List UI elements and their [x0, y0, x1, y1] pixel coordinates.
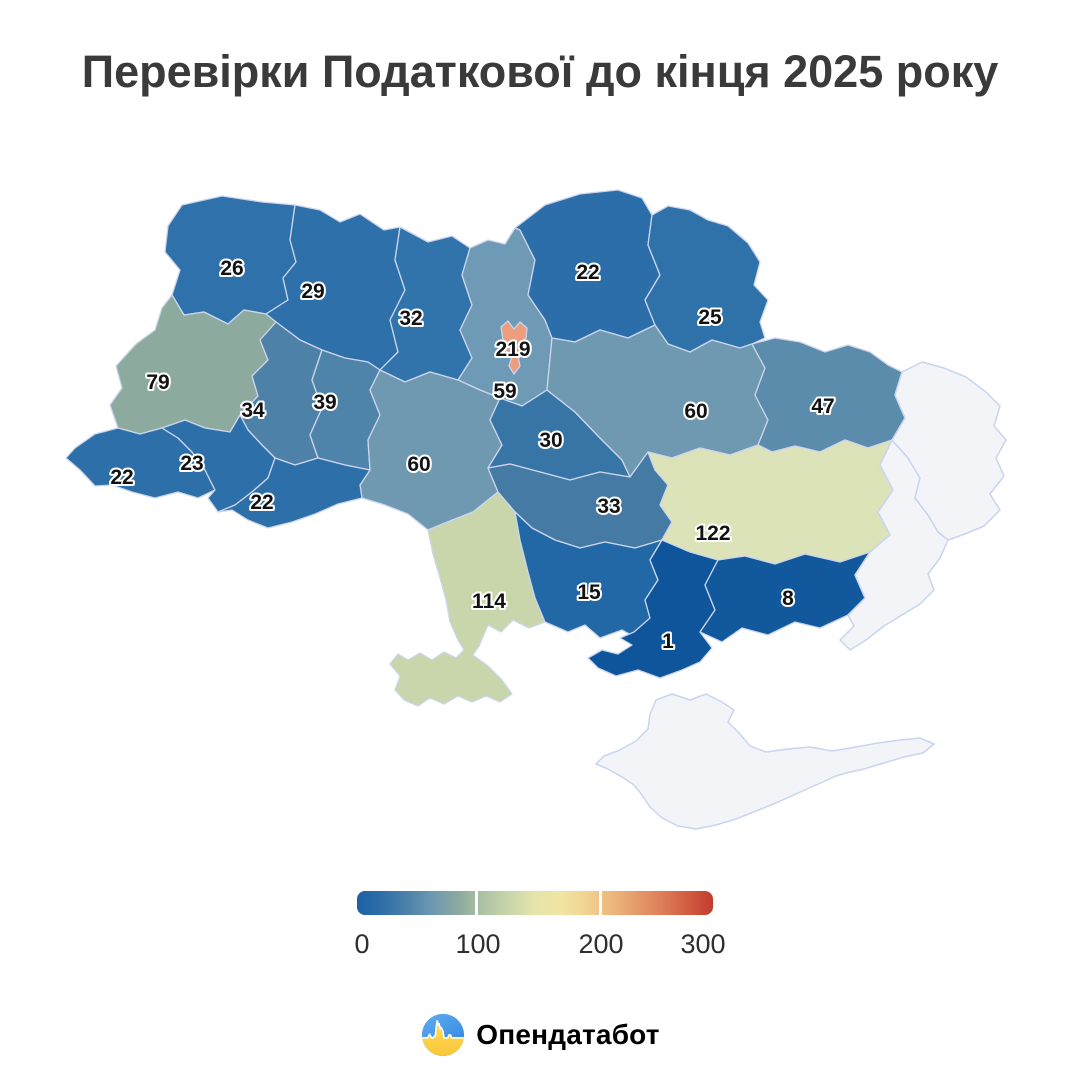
chart-title: Перевірки Податкової до кінця 2025 року — [81, 46, 999, 97]
value-label-kyiv-oblast: 59 — [493, 380, 516, 403]
value-label-ternopil: 34 — [241, 399, 265, 422]
value-label-cherkasy: 30 — [539, 429, 562, 452]
colorbar-tick-0: 0 — [354, 929, 370, 959]
brand-name: Опендатабот — [476, 1019, 660, 1050]
colorbar-tick-100: 100 — [455, 929, 501, 959]
value-label-chernivtsi: 22 — [250, 491, 273, 514]
region-luhansk[interactable] — [891, 361, 1007, 541]
ukraine-choropleth-map: 26 29 32 59 219 22 25 79 34 39 60 22 23 … — [65, 189, 1007, 830]
value-label-lviv: 79 — [146, 371, 169, 394]
value-label-ivano-frankivsk: 23 — [180, 452, 203, 475]
region-zaporizhzhia[interactable] — [699, 551, 871, 643]
value-label-dnipropetrovsk: 122 — [695, 522, 730, 545]
region-chernivtsi[interactable] — [217, 457, 371, 529]
colorbar-divider-200 — [599, 891, 602, 915]
value-label-sumy: 25 — [698, 306, 722, 329]
region-sumy[interactable] — [644, 205, 769, 353]
value-label-poltava: 60 — [684, 400, 707, 423]
region-kyiv-city[interactable] — [500, 320, 528, 375]
value-label-khmelnytskyi: 39 — [313, 391, 336, 414]
colorbar-tick-200: 200 — [578, 929, 624, 959]
value-label-zaporizhzhia: 8 — [782, 587, 794, 610]
value-label-odesa: 114 — [472, 590, 506, 613]
value-label-vinnytsia: 60 — [407, 453, 430, 476]
value-label-kharkiv: 47 — [811, 395, 834, 418]
page-title: Перевірки Податкової до кінця 2025 року — [0, 40, 1080, 104]
region-dnipropetrovsk[interactable] — [647, 439, 894, 565]
value-label-volyn: 26 — [220, 257, 243, 280]
footer-brand: Опендатабот — [0, 1012, 1080, 1058]
value-label-chernihiv: 22 — [576, 261, 599, 284]
colorbar-divider-100 — [475, 891, 478, 915]
value-label-kherson: 1 — [662, 630, 674, 653]
colorbar — [357, 891, 713, 915]
colorbar-tick-300: 300 — [680, 929, 726, 959]
value-label-kirovohrad: 33 — [597, 495, 620, 518]
opendatabot-logo-icon — [422, 1013, 465, 1057]
value-label-rivne: 29 — [301, 280, 324, 303]
region-zakarpattia[interactable] — [65, 427, 216, 499]
value-label-zakarpattia: 22 — [110, 466, 133, 489]
value-label-kyiv-city: 219 — [495, 338, 530, 361]
region-crimea[interactable] — [595, 693, 935, 830]
value-label-mykolaiv: 15 — [577, 581, 601, 604]
value-label-zhytomyr: 32 — [399, 307, 422, 330]
